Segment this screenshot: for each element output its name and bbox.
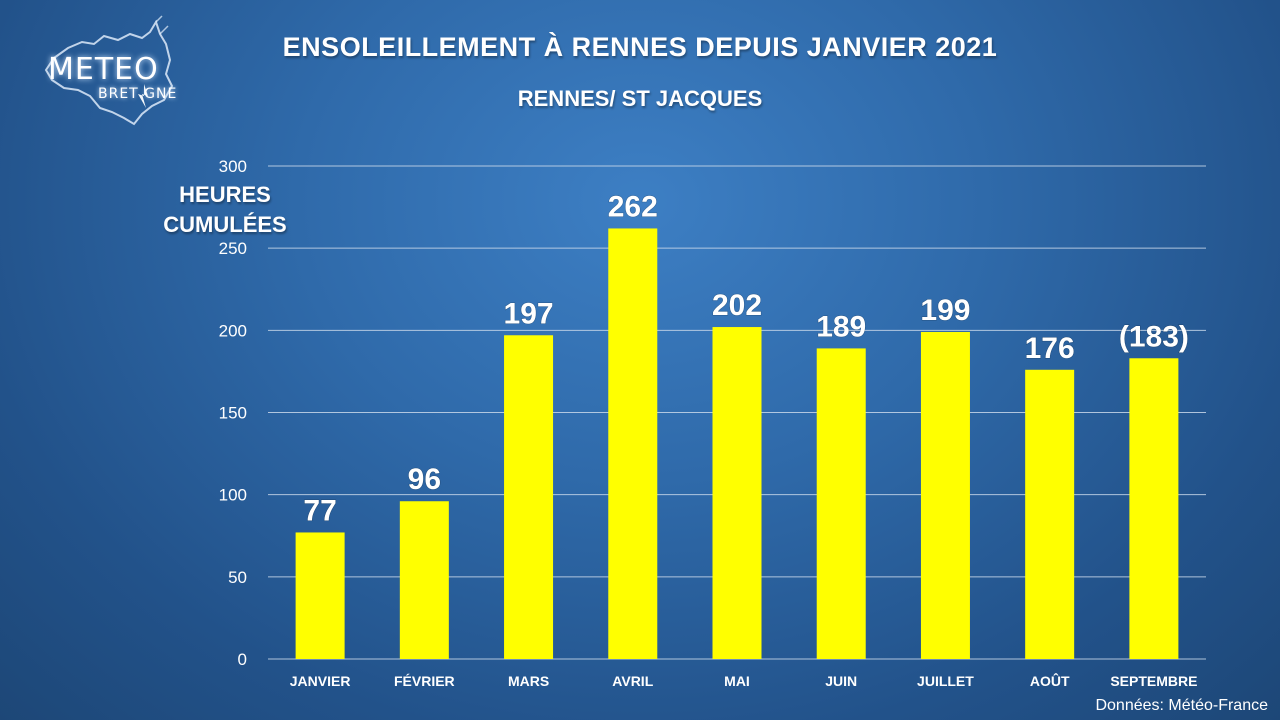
x-tick-label: AVRIL (612, 673, 653, 689)
chart-title: ENSOLEILLEMENT À RENNES DEPUIS JANVIER 2… (282, 32, 998, 62)
data-label: 262 (608, 190, 658, 223)
y-axis-label: HEURES CUMULÉES (150, 180, 300, 240)
x-tick-label: FÉVRIER (394, 673, 455, 689)
y-tick-label: 50 (228, 568, 247, 587)
data-label: 96 (408, 463, 441, 496)
y-axis-label-line2: CUMULÉES (163, 212, 287, 237)
data-label: 202 (712, 289, 762, 322)
data-label: 197 (504, 297, 554, 330)
y-tick-label: 250 (219, 239, 247, 258)
bar (1025, 369, 1075, 659)
bar (608, 228, 658, 660)
y-tick-label: 200 (219, 321, 247, 340)
data-label: 189 (816, 310, 866, 343)
x-tick-label: JUIN (825, 673, 857, 689)
x-tick-label: SEPTEMBRE (1110, 673, 1197, 689)
x-tick-label: MAI (724, 673, 750, 689)
data-label: (183) (1119, 320, 1189, 353)
data-label: 176 (1025, 332, 1075, 365)
data-label: 199 (920, 294, 970, 327)
bar (1129, 358, 1179, 659)
y-tick-label: 300 (219, 157, 247, 176)
bar (295, 532, 345, 659)
x-tick-label: AOÛT (1030, 672, 1070, 689)
bar (399, 501, 449, 659)
bar (816, 348, 866, 659)
data-source: Données: Météo-France (1095, 697, 1268, 714)
logo-text-meteo: METEO (48, 52, 159, 87)
x-tick-label: MARS (508, 673, 549, 689)
bar (504, 335, 554, 659)
y-tick-label: 150 (219, 404, 247, 423)
bar (920, 331, 970, 659)
data-label: 77 (303, 494, 336, 527)
y-tick-label: 0 (238, 650, 247, 669)
bar (712, 327, 762, 659)
meteo-bretagne-logo (44, 15, 174, 126)
x-tick-label: JANVIER (290, 673, 351, 689)
logo-text-bretagne: BRET GNE (98, 86, 178, 102)
chart-subtitle: RENNES/ ST JACQUES (517, 86, 763, 111)
x-tick-label: JUILLET (917, 673, 974, 689)
y-axis-label-line1: HEURES (179, 182, 271, 207)
y-tick-label: 100 (219, 486, 247, 505)
